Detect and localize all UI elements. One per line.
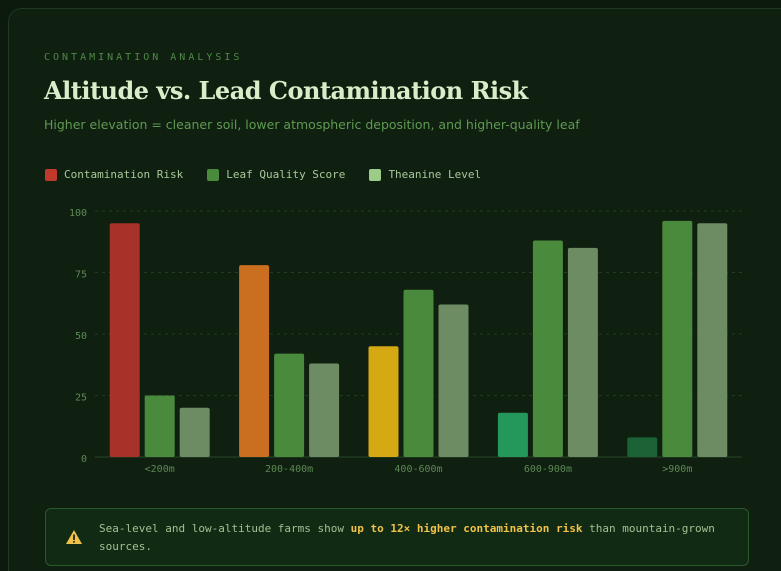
callout-before: Sea-level and low-altitude farms show xyxy=(99,522,351,535)
legend: Contamination Risk Leaf Quality Score Thea… xyxy=(45,168,481,181)
x-tick-label: 200-400m xyxy=(265,464,313,475)
legend-item: Contamination Risk xyxy=(45,168,183,181)
bar xyxy=(497,412,528,457)
bar xyxy=(627,437,658,457)
bar xyxy=(239,265,270,457)
y-tick-label: 100 xyxy=(69,208,87,219)
chart: 0 25 50 75 100 <200m 200-400m 400-600m 600-900m >… xyxy=(69,208,742,475)
bar xyxy=(309,363,340,457)
legend-label: Contamination Risk xyxy=(64,168,184,181)
bar xyxy=(697,223,728,457)
legend-item: Theanine Level xyxy=(369,168,481,181)
bar xyxy=(274,353,305,457)
chart-title: Altitude vs. Lead Contamination Risk xyxy=(44,76,528,105)
legend-label: Theanine Level xyxy=(388,168,482,181)
x-tick-label: 400-600m xyxy=(394,464,442,475)
callout-highlight: up to 12× higher contamination risk xyxy=(350,522,583,535)
legend-swatch xyxy=(369,168,382,181)
legend-label: Leaf Quality Score xyxy=(226,168,346,181)
x-tick-label: <200m xyxy=(145,464,175,475)
callout-after: than mountain-grown sources. xyxy=(99,522,715,553)
y-tick-label: 75 xyxy=(75,270,87,281)
legend-swatch xyxy=(207,168,220,181)
bar xyxy=(368,346,399,457)
x-tick-label: 600-900m xyxy=(524,464,572,475)
y-tick-label: 0 xyxy=(81,454,87,465)
bar xyxy=(179,407,210,457)
subtitle: Higher elevation = cleaner soil, lower a… xyxy=(44,117,580,132)
bar xyxy=(532,240,563,457)
warning-icon xyxy=(66,530,82,544)
legend-swatch xyxy=(45,168,57,181)
bar xyxy=(662,220,693,457)
y-tick-label: 25 xyxy=(75,393,87,404)
y-tick-label: 50 xyxy=(75,331,87,342)
legend-item: Leaf Quality Score xyxy=(207,168,345,181)
bar xyxy=(438,304,469,457)
eyebrow: CONTAMINATION ANALYSIS xyxy=(44,52,243,63)
bar xyxy=(403,289,434,457)
bar xyxy=(567,247,598,457)
bar xyxy=(109,223,140,457)
callout: Sea-level and low-altitude farms show up… xyxy=(45,508,749,566)
callout-text: Sea-level and low-altitude farms show up… xyxy=(99,520,729,556)
x-tick-label: >900m xyxy=(662,464,692,475)
bar xyxy=(144,395,175,457)
